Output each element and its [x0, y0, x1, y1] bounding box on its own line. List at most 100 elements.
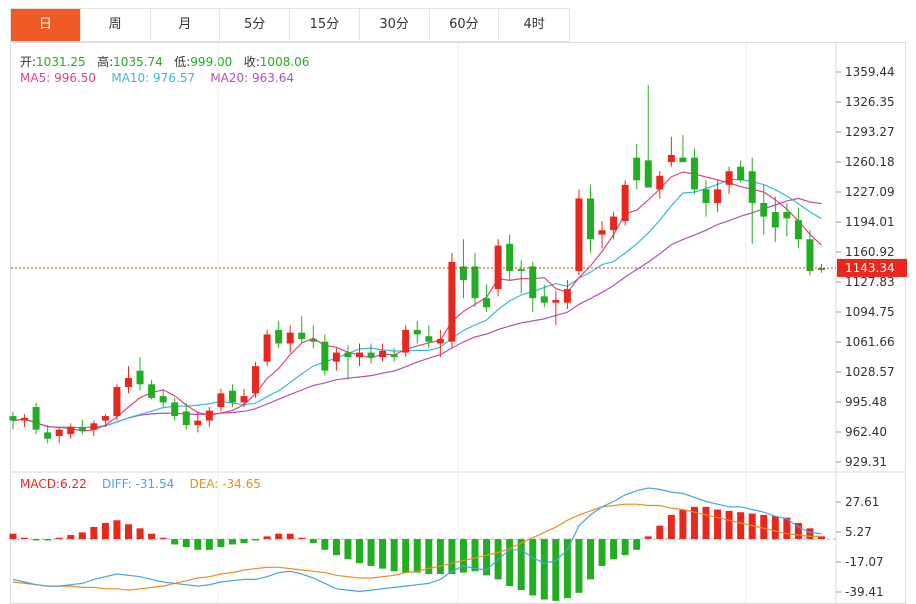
tab-period-4[interactable]: 15分: [290, 9, 360, 41]
price-tick-label: 1061.66: [845, 335, 895, 349]
period-tabs: 日周月 5分 15分 30分 60分 4时: [10, 8, 570, 42]
candle-body: [610, 216, 618, 231]
candle-body: [771, 212, 779, 228]
macd-bar: [228, 539, 236, 545]
candle-body: [367, 352, 375, 358]
macd-bar: [148, 533, 156, 540]
candle-body: [598, 230, 606, 235]
macd-bar: [390, 539, 398, 572]
macd-bar: [587, 539, 594, 580]
macd-bar: [67, 535, 75, 540]
tab-period-7[interactable]: 4时: [523, 17, 545, 32]
candle-body: [159, 396, 167, 403]
macd-bar: [252, 539, 260, 541]
macd-bar: [517, 539, 525, 591]
candle-body: [563, 289, 571, 303]
macd-bar: [21, 537, 29, 540]
candle-body: [390, 354, 398, 358]
macd-bar: [737, 512, 745, 540]
candle-body: [101, 416, 109, 421]
macd-tick-label: -39.41: [845, 585, 884, 599]
ohlc-readout: 开:1031.25 高:1035.74 低:999.00 收:1008.06: [20, 53, 309, 70]
candle-body: [309, 338, 317, 342]
macd-bar: [194, 539, 202, 550]
candle-body: [540, 296, 548, 303]
candle-body: [379, 350, 387, 358]
dea-text: DEA: -34.65: [189, 477, 260, 491]
macd-bar: [760, 514, 768, 540]
candle-body: [471, 266, 479, 299]
macd-label: MACD:: [20, 477, 61, 491]
macd-bar: [690, 506, 698, 540]
candle-body: [702, 189, 710, 203]
candle-body: [90, 423, 98, 430]
open-label: 开:: [20, 55, 37, 69]
macd-bar: [44, 539, 52, 541]
tab-period-2[interactable]: 月: [151, 9, 221, 41]
macd-bar: [101, 522, 109, 540]
macd-bar: [783, 517, 791, 540]
price-tick-label: 995.48: [845, 395, 887, 409]
macd-bar: [563, 539, 571, 599]
candle-body: [78, 426, 86, 431]
close-label: 收:: [243, 55, 260, 69]
candle-body: [148, 384, 156, 398]
macd-bar: [367, 539, 375, 566]
macd-bar: [205, 539, 213, 550]
candle-body: [425, 336, 433, 342]
macd-bar: [413, 539, 421, 573]
price-tick-label: 1194.01: [845, 215, 895, 229]
tab-period-3[interactable]: 5分: [220, 9, 290, 41]
candle-body: [506, 243, 514, 271]
price-tick-label: 1260.18: [845, 155, 895, 169]
candle-body: [21, 417, 29, 421]
macd-value: 6.22: [60, 477, 87, 491]
candle-body: [321, 341, 329, 371]
macd-bar: [436, 539, 444, 574]
candle-body: [171, 402, 179, 417]
diff-label: DIFF:: [102, 477, 132, 491]
macd-bar: [55, 537, 63, 540]
macd-bar: [240, 539, 248, 544]
tab-period-1[interactable]: 周: [81, 9, 151, 41]
candle-body: [194, 420, 202, 426]
low-label: 低:: [174, 55, 191, 69]
macd-bar: [702, 506, 710, 540]
macd-bar: [656, 525, 664, 540]
candle-body: [714, 189, 722, 203]
open-value: 1031.25: [36, 55, 86, 69]
candle-body: [44, 432, 52, 439]
candle-body: [402, 329, 410, 353]
tab-period-0[interactable]: 日: [11, 9, 81, 41]
macd-tick-label: -17.07: [845, 555, 884, 569]
diff-text: DIFF: -31.54: [102, 477, 174, 491]
candle-body: [217, 393, 225, 407]
macd-bar: [667, 514, 675, 540]
macd-bar: [78, 532, 86, 540]
ma-readout: MA5: 996.50 MA10: 976.57 MA20: 963.64: [20, 71, 294, 85]
high-value: 1035.74: [113, 55, 163, 69]
macd-bar: [356, 539, 363, 564]
macd-bar: [298, 537, 306, 540]
candle-body: [667, 154, 675, 163]
candle-body: [263, 334, 271, 362]
macd-bar: [448, 539, 456, 574]
price-tick-label: 1326.35: [845, 95, 895, 109]
macd-tick-label: 5.27: [845, 525, 872, 539]
macd-bar: [598, 539, 606, 566]
macd-bar: [425, 539, 433, 574]
close-value: 1008.06: [259, 55, 310, 69]
tab-period-6[interactable]: 60分: [430, 9, 500, 41]
macd-bar: [633, 539, 641, 550]
ma5-text: MA5: 996.50: [20, 71, 96, 85]
macd-bar: [321, 539, 329, 550]
candle-body: [737, 166, 745, 181]
macd-bar: [136, 528, 144, 540]
price-tick-label: 1028.57: [845, 365, 895, 379]
macd-bar: [748, 513, 756, 540]
candle-body: [436, 338, 444, 344]
macd-bar: [644, 536, 652, 540]
candle-body: [344, 352, 352, 358]
tab-period-5[interactable]: 30分: [360, 9, 430, 41]
